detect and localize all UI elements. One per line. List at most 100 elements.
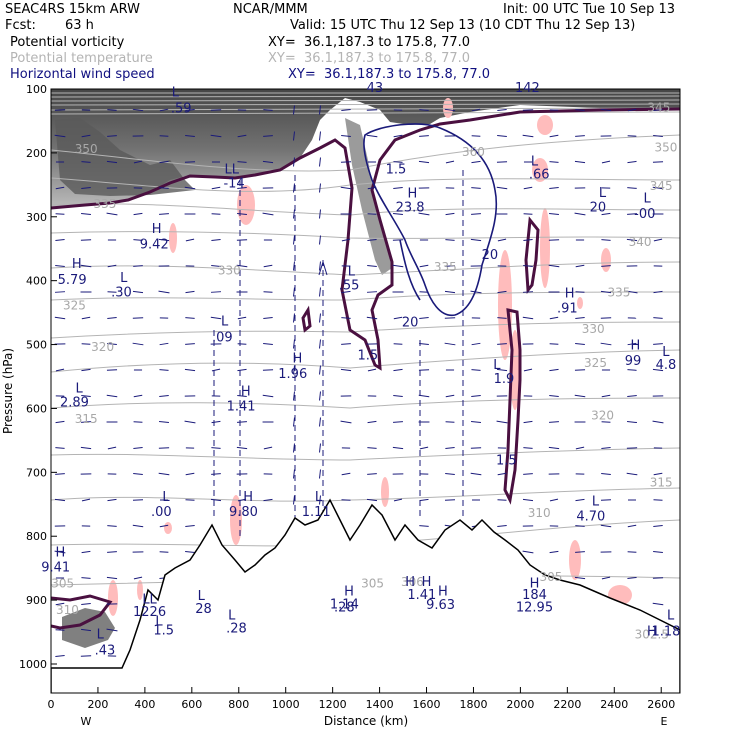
wind-vector [211,420,221,424]
wind-vector [471,108,481,112]
wind-vector [107,135,117,137]
wind-vector [653,238,663,242]
extremum-label: LL [142,592,157,607]
extremum-label: H [408,187,418,202]
wind-vector [549,550,559,554]
annotations: 350 335 325 320 315 330 335 345 350 345 340 335 330 3… [41,81,680,658]
extremum-label: L [97,627,105,642]
wind-vector [445,473,455,475]
wind-vector [575,498,585,502]
wind-vector [419,446,429,450]
wind-vector [523,420,533,424]
wind-vector [445,446,455,450]
wind-vector [574,160,586,164]
wind-vector [340,186,352,190]
wind-vector [262,369,274,371]
wind-vector [81,161,91,163]
wind-vector [653,343,663,345]
wind-vector [523,447,533,449]
wind-vector [653,134,663,138]
wind-vector [211,473,221,475]
extremum-label: .00 [151,505,172,520]
wind-vector [133,421,143,423]
wind-vector [367,238,377,242]
wind-vector [471,187,481,189]
wind-vector [107,525,117,527]
extremum-label: H [565,286,575,301]
y-tick-label: 300 [26,211,47,224]
wind-vector [319,313,321,323]
wind-vector [293,365,295,375]
wind-vector [626,472,638,476]
wind-vector [133,473,143,475]
wind-vector [574,369,586,371]
wind-vector [263,109,273,111]
wind-vector [237,421,247,423]
extremum-label: -00 [634,207,655,222]
theta-label: 305 [51,576,74,590]
wind-vector [158,472,170,476]
theta-label: 305 [539,570,562,584]
wind-vector [185,472,195,476]
wind-vector [185,238,195,242]
extremum-label: 9.42 [140,238,169,253]
wind-vector [393,368,403,372]
legend-theta-label: Potential temperature [10,51,153,66]
wind-vector [81,603,91,605]
wind-vector [293,287,295,297]
wind-vector [54,498,66,502]
wind-vector [262,212,274,216]
theta-label: 335 [434,260,457,274]
wind-vector [159,108,169,112]
wind-vector [262,160,274,164]
wind-vector [185,343,195,345]
wind-vector [522,291,534,293]
wind-vector [159,213,169,215]
wind-vector [341,134,351,138]
y-tick-label: 500 [26,339,47,352]
left-pv-blob [55,118,195,196]
plot-frame [50,88,681,694]
wind-vector [366,316,378,320]
wind-vector [627,342,637,346]
wind-vector [496,161,508,163]
theta-label: 325 [584,356,607,370]
wind-vector [106,394,118,398]
extremum-label: 2.89 [60,396,89,411]
wind-vector [393,212,403,216]
wind-vector [445,421,455,423]
wind-vector [574,576,586,580]
x-tick-label: 1000 [272,698,300,711]
wind-vector [319,495,321,505]
wind-vector [54,134,66,138]
wind-vector [210,498,222,502]
wind-vector [444,342,456,346]
pv-contours [51,107,680,630]
extremum-label: H [631,339,641,354]
extremum-label: 1.41 [407,588,436,603]
extremum-label: 9.41 [41,560,70,575]
extremum-label: 1.9 [494,372,515,387]
wind-vector [107,317,117,319]
wind-vector [549,421,559,423]
extremum-label: H [530,576,540,591]
wind-vector [523,473,533,475]
wind-vector [158,290,170,294]
wind-vector [263,291,273,293]
wind-vector [107,342,117,346]
theta-label: 345 [650,179,673,193]
x-tick-label: 800 [228,698,249,711]
wind-vector [54,316,66,320]
wind-vector [627,160,637,164]
wind-vector [653,290,663,294]
wind-vector [367,368,377,372]
theta-label: 320 [591,408,614,422]
wind-vector [575,109,585,111]
extremum-label: L [198,589,206,604]
wind-vector [237,316,247,320]
wind-vector [601,473,611,475]
valid-time: Valid: 15 UTC Thu 12 Sep 13 (10 CDT Thu … [290,18,636,33]
wind-vector [159,160,169,164]
legend-wind-label: Horizontal wind speed [10,67,155,82]
